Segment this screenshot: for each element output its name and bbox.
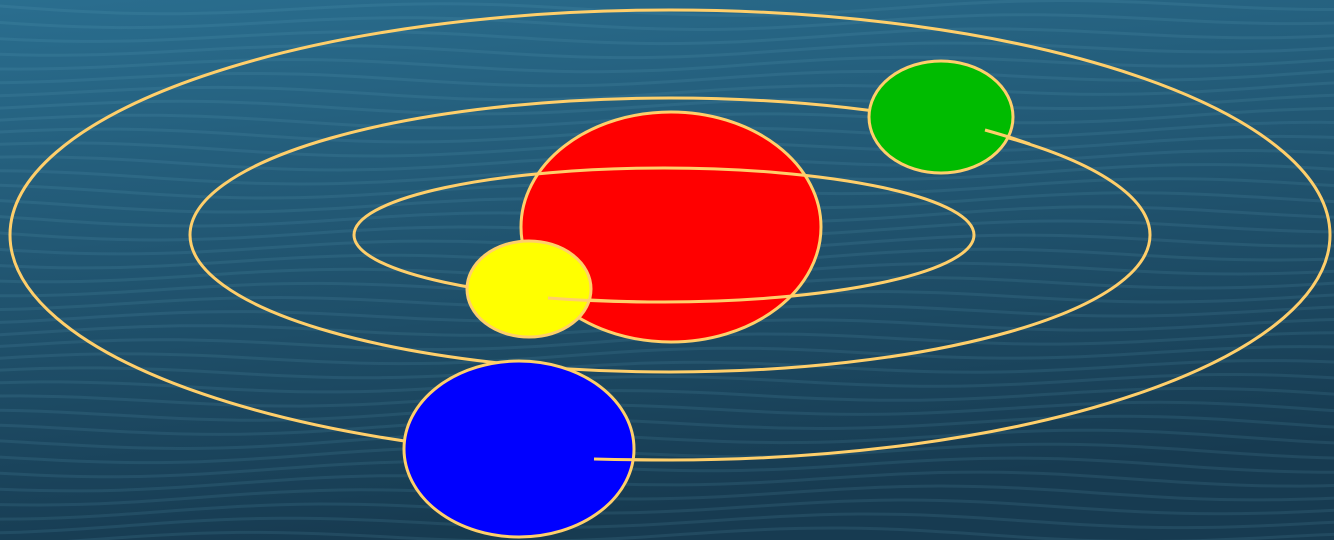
wave-line — [0, 41, 1334, 60]
wave-line — [0, 428, 1334, 451]
wave-line — [0, 13, 1334, 32]
blue-planet — [402, 359, 636, 539]
wave-line — [0, 484, 1334, 507]
wave-line — [0, 400, 1334, 422]
wave-line — [0, 498, 1334, 521]
middle-orbit — [188, 96, 1152, 374]
wave-line — [0, 512, 1334, 535]
wave-line — [0, 442, 1334, 465]
wave-line — [0, 345, 1334, 366]
outer-orbit-front-arc — [593, 457, 671, 462]
wave-line — [66, 526, 1334, 540]
wave-line — [0, 386, 1334, 408]
wave-line — [0, 359, 1334, 380]
wave-line — [0, 373, 1334, 394]
wave-line — [0, 0, 1334, 17]
wave-line — [0, 69, 1334, 88]
yellow-planet — [465, 239, 593, 339]
wave-line — [0, 456, 1334, 479]
wave-line — [0, 470, 1334, 493]
wave-line — [0, 414, 1334, 436]
green-planet — [867, 59, 1015, 175]
wave-line — [0, 55, 1334, 74]
inner-orbit-front-arc — [547, 296, 661, 304]
wave-line — [0, 27, 1334, 46]
wave-line — [0, 81, 1334, 102]
inner-orbit — [352, 166, 976, 304]
wave-line — [0, 93, 1334, 116]
middle-orbit-front-arc — [984, 128, 1031, 146]
